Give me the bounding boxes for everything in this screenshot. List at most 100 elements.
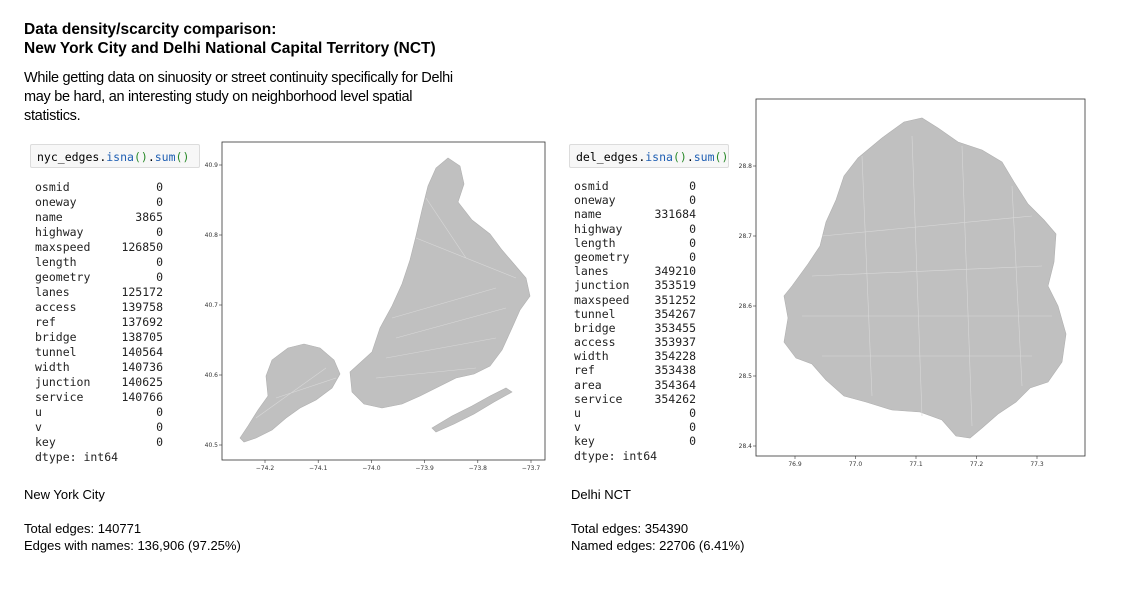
output-key: osmid (574, 179, 609, 193)
output-key: lanes (574, 264, 609, 279)
output-key: u (35, 405, 42, 419)
output-row: width 354228 (574, 349, 696, 363)
x-tick-label: 77.0 (849, 461, 863, 468)
output-value: 138705 (121, 330, 163, 344)
output-key: maxspeed (35, 240, 91, 254)
output-value: 0 (689, 193, 696, 208)
output-row: area 354364 (574, 378, 696, 392)
output-key: highway (35, 225, 84, 239)
output-key: area (574, 377, 602, 392)
delhi-street-texture (802, 135, 1052, 427)
delhi-output: osmid 0 oneway 0 name 331684 highway 0 length 0 ge… (574, 179, 696, 463)
output-row: oneway 0 (35, 195, 163, 210)
x-tick-label: 76.9 (788, 461, 802, 468)
y-tick-label: 28.8 (739, 163, 753, 170)
nyc-map-plot: −74.2 −74.1 −74.0 −73.9 −73.8 −73.7 40.940.84… (205, 141, 546, 472)
page-title: Data density/scarcity comparison: New Yo… (24, 20, 436, 58)
code-method: isna (106, 150, 134, 164)
output-key: ref (574, 363, 595, 378)
title-line-2: New York City and Delhi National Capital… (24, 40, 436, 57)
nyc-street-network (239, 157, 531, 443)
output-row: length 0 (574, 236, 696, 250)
output-value: 351252 (654, 292, 696, 307)
output-row: junction 353519 (574, 278, 696, 292)
output-row: tunnel 140564 (35, 345, 163, 360)
output-row: bridge 138705 (35, 330, 163, 345)
nyc-street-texture (255, 197, 517, 419)
output-key: maxspeed (574, 292, 630, 307)
output-value: 0 (156, 195, 163, 209)
output-row: access 139758 (35, 300, 163, 315)
output-value: 0 (689, 406, 696, 420)
output-row: key 0 (574, 434, 696, 448)
output-key: u (574, 406, 581, 420)
output-key: tunnel (574, 306, 616, 321)
output-key: key (574, 434, 595, 449)
x-tick-label: −74.2 (256, 465, 275, 472)
output-value: 139758 (121, 300, 163, 314)
x-tick-label: −74.0 (362, 465, 381, 472)
output-key: width (35, 360, 70, 374)
output-value: 0 (156, 435, 163, 449)
output-row: service 140766 (35, 390, 163, 405)
x-tick-label: 77.1 (909, 461, 923, 468)
delhi-street-network (783, 117, 1067, 439)
output-value: 140736 (121, 360, 163, 374)
output-key: service (35, 390, 84, 404)
output-value: 0 (689, 434, 696, 449)
output-value: 0 (156, 180, 163, 194)
output-value: 0 (689, 235, 696, 250)
output-row: maxspeed 126850 (35, 240, 163, 255)
output-key: name (574, 207, 602, 222)
output-row: lanes 125172 (35, 285, 163, 300)
y-tick-label: 40.5 (205, 442, 219, 449)
delhi-code-cell[interactable]: del_edges.isna().sum() (569, 144, 729, 168)
delhi-x-axis: 76.9 77.0 77.1 77.2 77.3 (788, 456, 1044, 468)
x-tick-label: −74.1 (309, 465, 328, 472)
output-row: service 354262 (574, 392, 696, 406)
output-key: service (574, 391, 623, 406)
y-tick-label: 28.5 (739, 373, 753, 380)
output-key: highway (574, 221, 623, 236)
code-variable: nyc_edges (37, 150, 100, 164)
y-tick-label: 40.8 (205, 232, 219, 239)
nyc-named-edges: Edges with names: 136,906 (97.25%) (24, 538, 241, 553)
y-tick-label: 28.4 (739, 443, 753, 450)
output-value: 140625 (121, 375, 163, 389)
output-value: 0 (689, 221, 696, 236)
output-key: junction (35, 375, 91, 389)
output-key: osmid (35, 180, 70, 194)
nyc-y-axis: 40.9 40.8 40.7 40.6 40.5 (205, 162, 222, 449)
code-parens: () (672, 150, 687, 164)
output-row: highway 0 (574, 222, 696, 236)
title-line-1: Data density/scarcity comparison: (24, 21, 277, 38)
nyc-code-cell[interactable]: nyc_edges.isna().sum() (30, 144, 200, 168)
code-method: sum (154, 150, 176, 164)
output-key: tunnel (35, 345, 77, 359)
code-method: sum (693, 150, 715, 164)
output-key: lanes (35, 285, 70, 299)
output-value: 3865 (135, 210, 163, 224)
output-row: maxspeed 351252 (574, 293, 696, 307)
output-row: highway 0 (35, 225, 163, 240)
output-value: 353455 (654, 320, 696, 335)
output-row: ref 353438 (574, 363, 696, 377)
output-key: oneway (35, 195, 77, 209)
output-row: geometry 0 (574, 250, 696, 264)
delhi-map-plot: 76.9 77.0 77.1 77.2 77.3 28.828.728.628.528.… (739, 98, 1086, 468)
output-row: width 140736 (35, 360, 163, 375)
code-parens: () (175, 150, 190, 164)
output-value: 0 (689, 179, 696, 193)
delhi-city-label: Delhi NCT (571, 487, 631, 502)
output-value: 0 (156, 225, 163, 239)
output-row: lanes 349210 (574, 264, 696, 278)
intro-paragraph: While getting data on sinuosity or stree… (24, 70, 453, 124)
nyc-stats: Total edges: 140771 Edges with names: 13… (24, 520, 241, 554)
output-key: oneway (574, 193, 616, 208)
output-key: ref (35, 315, 56, 329)
output-key: length (574, 235, 616, 250)
output-row: access 353937 (574, 335, 696, 349)
output-key: width (574, 349, 609, 364)
